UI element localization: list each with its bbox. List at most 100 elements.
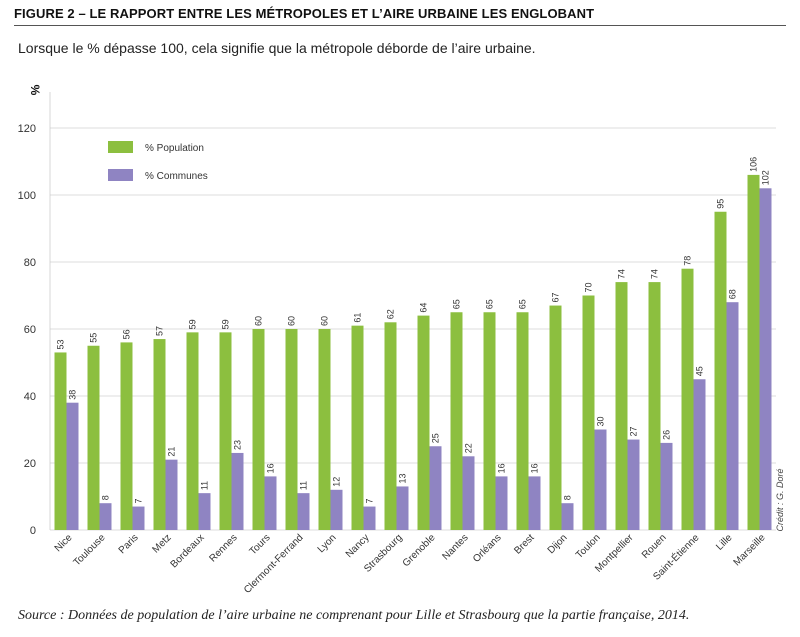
bar-population — [252, 329, 265, 530]
data-label-population: 56 — [122, 329, 132, 339]
bar-communes — [99, 503, 112, 530]
data-label-communes: 22 — [464, 443, 474, 453]
bar-communes — [759, 188, 772, 531]
data-label-population: 70 — [584, 282, 594, 292]
data-label-population: 55 — [89, 333, 99, 343]
y-tick-label: 100 — [18, 190, 36, 202]
bar-communes — [726, 302, 739, 530]
data-label-communes: 7 — [365, 499, 375, 504]
bar-communes — [495, 476, 508, 530]
data-label-communes: 13 — [398, 473, 408, 483]
bar-communes — [66, 402, 79, 530]
x-tick-label: Dijon — [546, 532, 570, 556]
bar-communes — [297, 493, 310, 530]
x-tick-label: Rouen — [640, 532, 669, 561]
legend-label: % Communes — [145, 171, 208, 182]
data-label-population: 65 — [485, 299, 495, 309]
bar-population — [384, 322, 397, 530]
bar-population — [747, 174, 760, 530]
bar-communes — [594, 429, 607, 530]
data-label-communes: 102 — [761, 170, 771, 185]
data-label-communes: 12 — [332, 477, 342, 487]
data-label-communes: 25 — [431, 433, 441, 443]
bar-communes — [660, 442, 673, 530]
x-tick-label: Metz — [151, 532, 174, 555]
x-tick-label: Nantes — [440, 532, 470, 562]
x-tick-label: Orléans — [471, 532, 504, 565]
data-label-population: 78 — [683, 256, 693, 266]
bar-population — [450, 312, 463, 530]
bar-population — [219, 332, 232, 530]
legend-label: % Population — [145, 143, 204, 154]
figure-subtitle: Lorsque le % dépasse 100, cela signifie … — [18, 40, 536, 56]
x-tick-label: Paris — [117, 532, 141, 556]
bar-population — [516, 312, 529, 530]
bar-communes — [627, 439, 640, 530]
data-label-communes: 16 — [530, 463, 540, 473]
data-label-communes: 7 — [134, 499, 144, 504]
legend-swatch — [108, 169, 133, 181]
data-label-communes: 11 — [200, 481, 210, 490]
y-tick-label: 60 — [24, 324, 36, 336]
data-label-communes: 21 — [167, 447, 177, 457]
x-tick-label: Grenoble — [401, 532, 438, 569]
data-label-population: 65 — [518, 299, 528, 309]
x-tick-label: Toulon — [574, 532, 603, 561]
data-label-communes: 16 — [497, 463, 507, 473]
bar-communes — [561, 503, 574, 530]
data-label-communes: 26 — [662, 430, 672, 440]
bar-population — [714, 211, 727, 530]
x-tick-label: Lyon — [316, 532, 339, 555]
bar-population — [54, 352, 67, 530]
bar-communes — [429, 446, 442, 530]
data-label-communes: 38 — [68, 390, 78, 400]
bar-population — [648, 282, 661, 530]
x-tick-label: Nice — [53, 532, 75, 554]
data-label-communes: 8 — [563, 495, 573, 500]
data-label-population: 60 — [320, 316, 330, 326]
bar-population — [615, 282, 628, 530]
bar-population — [318, 329, 331, 530]
y-axis: 0 20 40 60 80 100 120 — [18, 123, 36, 537]
y-tick-label: 20 — [24, 458, 36, 470]
bar-communes — [231, 452, 244, 530]
bars: 53 38 55 8 56 7 57 21 59 11 59 23 60 16 60 11 60 12 61 7 62 1… — [54, 157, 772, 531]
data-label-population: 59 — [188, 319, 198, 329]
data-label-population: 60 — [287, 316, 297, 326]
legend: % Population % Communes — [108, 141, 208, 182]
legend-swatch — [108, 141, 133, 153]
x-tick-label: Toulouse — [72, 532, 108, 568]
bar-population — [120, 342, 133, 530]
data-label-population: 74 — [617, 269, 627, 279]
bar-communes — [363, 506, 376, 530]
data-label-communes: 45 — [695, 366, 705, 376]
bar-communes — [165, 459, 178, 530]
bar-communes — [396, 486, 409, 530]
x-tick-label: Tours — [248, 532, 273, 557]
data-label-communes: 68 — [728, 289, 738, 299]
source-note: Source : Données de population de l’aire… — [18, 608, 690, 623]
x-tick-label: Rennes — [207, 532, 239, 564]
bar-population — [285, 329, 298, 530]
data-label-communes: 27 — [629, 427, 639, 437]
x-tick-label: Lille — [714, 532, 735, 553]
x-tick-label: Bordeaux — [169, 532, 207, 570]
x-tick-label: Nancy — [344, 532, 372, 560]
bar-communes — [528, 476, 541, 530]
data-label-population: 64 — [419, 303, 429, 313]
data-label-population: 60 — [254, 316, 264, 326]
bar-communes — [132, 506, 145, 530]
credit-text: Crédit : G. Doré — [775, 468, 785, 531]
figure-title: FIGURE 2 – LE RAPPORT ENTRE LES MÉTROPOL… — [14, 6, 595, 21]
data-label-communes: 8 — [101, 495, 111, 500]
x-tick-label: Clermont-Ferrand — [242, 532, 306, 596]
bar-population — [681, 268, 694, 530]
bar-population — [153, 339, 166, 530]
bar-population — [351, 325, 364, 530]
bar-communes — [462, 456, 475, 530]
data-label-communes: 11 — [299, 481, 309, 490]
data-label-communes: 23 — [233, 440, 243, 450]
data-label-population: 53 — [56, 339, 66, 349]
data-label-population: 62 — [386, 309, 396, 319]
